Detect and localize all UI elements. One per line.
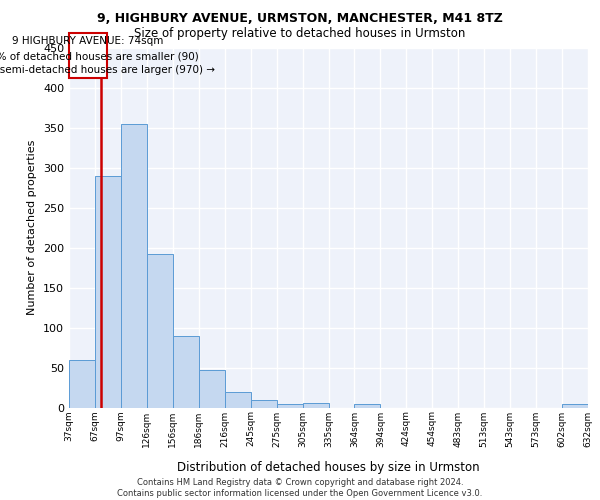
Text: 9 HIGHBURY AVENUE: 74sqm: 9 HIGHBURY AVENUE: 74sqm [13,36,164,46]
Bar [69,360,95,408]
Bar [225,392,251,407]
X-axis label: Distribution of detached houses by size in Urmston: Distribution of detached houses by size … [177,460,480,473]
Bar [277,404,302,407]
Text: ← 8% of detached houses are smaller (90): ← 8% of detached houses are smaller (90) [0,52,199,62]
Bar [121,124,147,408]
Bar [562,404,588,407]
Bar [173,336,199,407]
Bar [199,370,224,408]
Text: Contains HM Land Registry data © Crown copyright and database right 2024.
Contai: Contains HM Land Registry data © Crown c… [118,478,482,498]
Bar [355,404,380,407]
Y-axis label: Number of detached properties: Number of detached properties [28,140,37,315]
Bar [95,176,121,408]
Text: 9, HIGHBURY AVENUE, URMSTON, MANCHESTER, M41 8TZ: 9, HIGHBURY AVENUE, URMSTON, MANCHESTER,… [97,12,503,26]
Text: Size of property relative to detached houses in Urmston: Size of property relative to detached ho… [134,28,466,40]
Bar [147,254,173,408]
Text: 92% of semi-detached houses are larger (970) →: 92% of semi-detached houses are larger (… [0,65,215,75]
Bar [251,400,277,407]
Bar [302,402,329,407]
